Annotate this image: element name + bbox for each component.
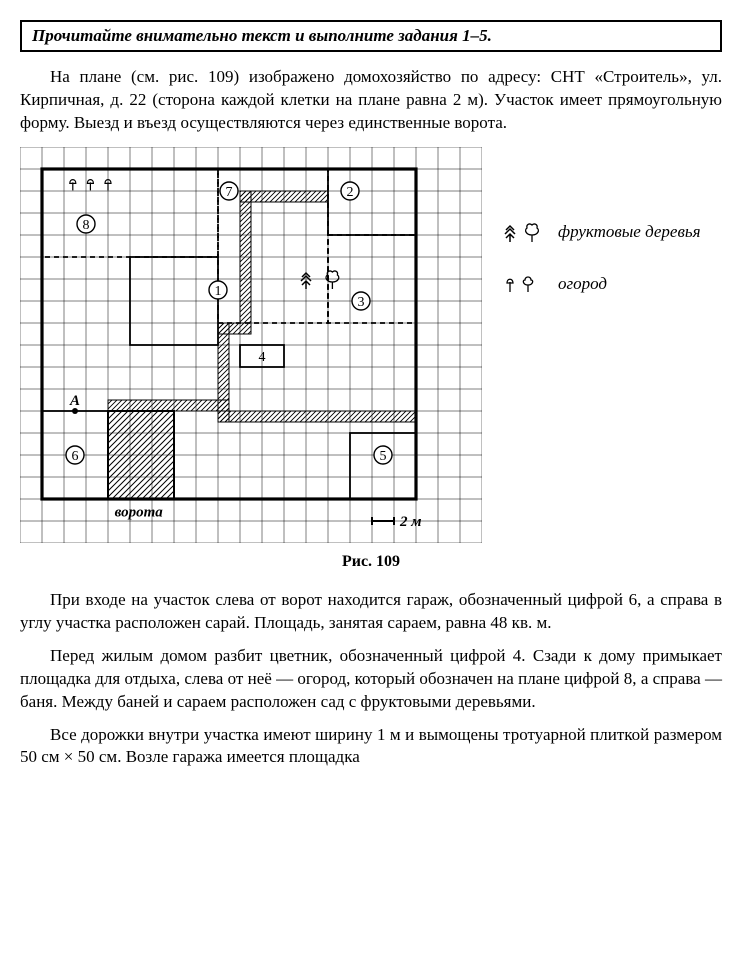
svg-text:7: 7	[226, 185, 233, 200]
paragraph-3: Все дорожки внутри участка имеют ширину …	[20, 724, 722, 770]
svg-text:2: 2	[347, 185, 354, 200]
figure-row: 1 2 3 4 5 6 7 8 Aворота 2 м фруктовые деревья ого…	[20, 147, 722, 543]
intro-paragraph: На плане (см. рис. 109) изображено домох…	[20, 66, 722, 135]
svg-text:6: 6	[72, 449, 79, 464]
paragraph-1: При входе на участок слева от ворот нахо…	[20, 589, 722, 635]
svg-text:3: 3	[358, 295, 365, 310]
garden-icon	[498, 271, 548, 297]
legend-garden-label: огород	[558, 274, 607, 294]
svg-text:2 м: 2 м	[399, 514, 422, 530]
legend-garden-row: огород	[498, 271, 701, 297]
figure-caption: Рис. 109	[20, 553, 722, 571]
plan-diagram: 1 2 3 4 5 6 7 8 Aворота 2 м	[20, 147, 482, 543]
tree-icon	[498, 217, 548, 247]
svg-text:5: 5	[380, 449, 387, 464]
svg-text:8: 8	[83, 218, 90, 233]
legend-trees-label: фруктовые деревья	[558, 222, 701, 242]
legend-trees-row: фруктовые деревья	[498, 217, 701, 247]
instruction-box: Прочитайте внимательно текст и выполните…	[20, 20, 722, 52]
paragraph-2: Перед жилым домом разбит цветник, обозна…	[20, 645, 722, 714]
svg-text:A: A	[69, 393, 80, 409]
svg-text:ворота: ворота	[115, 504, 164, 520]
instruction-text: Прочитайте внимательно текст и выполните…	[32, 26, 492, 45]
legend: фруктовые деревья огород	[498, 217, 701, 321]
svg-text:4: 4	[259, 350, 266, 365]
svg-text:1: 1	[215, 284, 222, 299]
